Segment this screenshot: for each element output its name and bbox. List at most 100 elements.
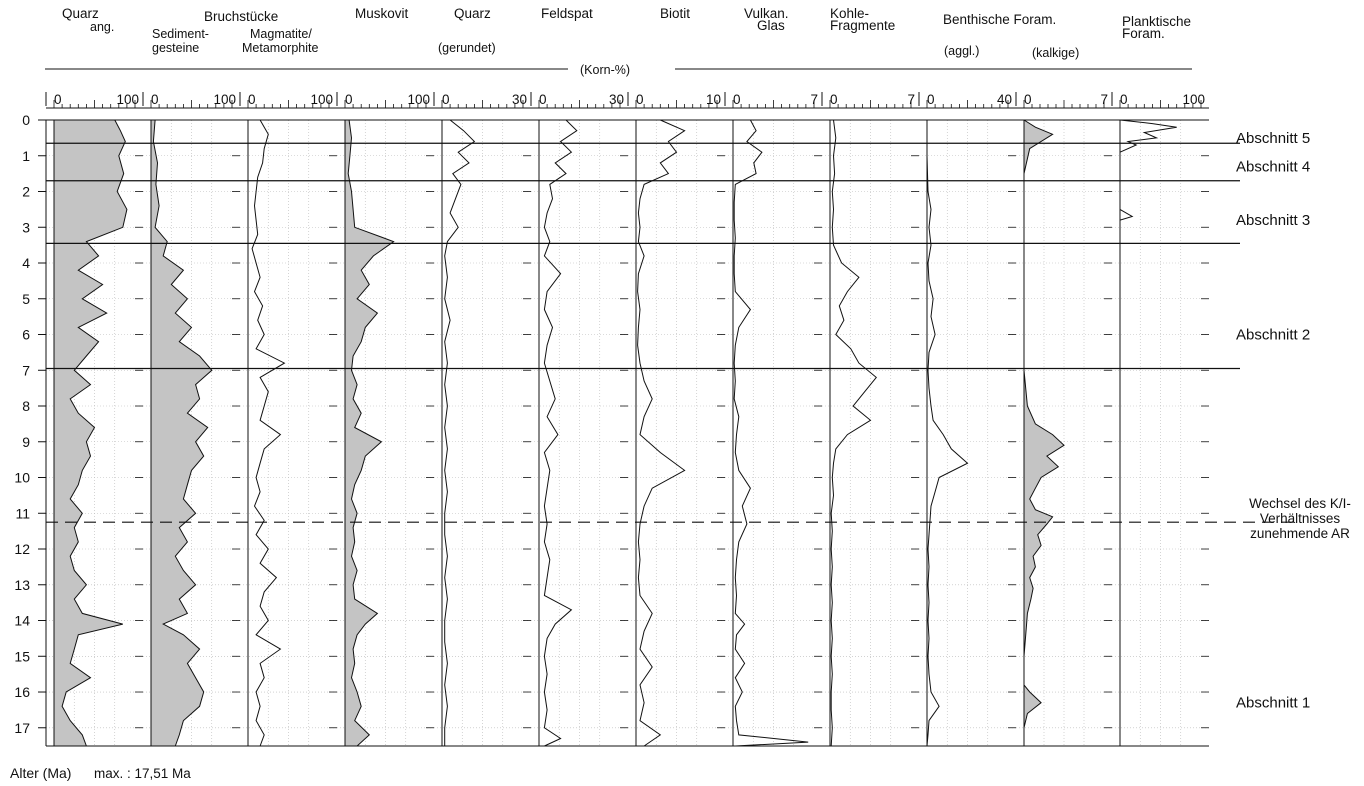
header-quarz_ang-title: Quarz xyxy=(62,6,99,21)
series-line-kohle xyxy=(830,119,878,747)
header-feldspat-title: Feldspat xyxy=(541,6,593,21)
y-tick-label: 0 xyxy=(22,112,30,128)
series-line-planktische xyxy=(1119,119,1177,746)
header-quarz_gerundet-title2: (gerundet) xyxy=(438,41,496,55)
top-ticks-muskovit xyxy=(337,100,434,109)
group-label-benthische: Benthische Foram. xyxy=(943,12,1056,27)
tick-label-max-magmatite: 100 xyxy=(310,92,333,107)
tick-label-min-quarz_ang: 0 xyxy=(54,92,62,107)
tick-label-min-feldspat: 0 xyxy=(539,92,547,107)
top-ticks-quarz_ang xyxy=(46,100,143,109)
series-line-feldspat xyxy=(543,119,578,747)
top-ticks-quarz_gerundet xyxy=(434,100,531,109)
header-magmatite-title: Magmatite/ xyxy=(250,27,312,41)
section-label: Abschnitt 2 xyxy=(1236,327,1310,344)
area-fill-quarz_ang xyxy=(54,120,127,746)
tick-label-min-benthische_kalkige: 0 xyxy=(1024,92,1032,107)
header-quarz_ang-title2: ang. xyxy=(90,20,114,34)
y-tick-label: 10 xyxy=(14,470,30,486)
series-line-quarz_ang xyxy=(61,119,128,747)
y-tick-label: 14 xyxy=(14,613,30,629)
tick-label-min-magmatite: 0 xyxy=(248,92,256,107)
tick-label-max-quarz_gerundet: 30 xyxy=(512,92,527,107)
grid-magmatite xyxy=(240,119,337,746)
tick-label-max-muskovit: 100 xyxy=(407,92,430,107)
section-label: Abschnitt 5 xyxy=(1236,130,1310,147)
tick-label-max-biotit: 10 xyxy=(706,92,721,107)
section-boundaries xyxy=(46,142,1300,523)
top-ticks-planktische xyxy=(1112,100,1209,109)
tick-label-max-benthische_kalkige: 7 xyxy=(1100,92,1108,107)
top-ticks-vulkan_glas xyxy=(725,100,822,109)
series-line-vulkan_glas xyxy=(733,119,809,747)
y-tick-label: 12 xyxy=(14,541,30,557)
grid-feldspat xyxy=(531,119,628,746)
header-biotit-title: Biotit xyxy=(660,6,690,21)
tick-label-max-feldspat: 30 xyxy=(609,92,624,107)
area-fill-muskovit xyxy=(345,120,394,746)
top-ticks-benthische_aggl xyxy=(919,100,1016,109)
panel-tick-labels: 0 100 0 100 0 100 0 100 0 30 0 30 0 10 0 7 0 7 0 40 0 7 0 100 xyxy=(45,92,1205,107)
series-line-quarz_gerundet xyxy=(444,119,476,746)
y-tick-label: 7 xyxy=(22,362,30,378)
series-line-magmatite xyxy=(251,119,286,747)
unit-label: (Korn-%) xyxy=(580,63,630,77)
top-ticks-kohle xyxy=(822,100,919,109)
top-ticks-sedimentgesteine xyxy=(143,100,240,109)
tick-label-min-benthische_aggl: 0 xyxy=(927,92,935,107)
y-tick-label: 1 xyxy=(22,148,30,164)
tick-label-min-sedimentgesteine: 0 xyxy=(151,92,159,107)
y-tick-label: 15 xyxy=(14,648,30,664)
tick-label-max-quarz_ang: 100 xyxy=(116,92,139,107)
y-tick-label: 5 xyxy=(22,291,30,307)
tick-label-min-quarz_gerundet: 0 xyxy=(442,92,450,107)
group-label-bruchstuecke: Bruchstücke xyxy=(204,9,278,24)
y-tick-label: 11 xyxy=(15,505,30,521)
header-sedimentgesteine-title: Sediment- xyxy=(152,27,209,41)
tick-label-min-muskovit: 0 xyxy=(345,92,353,107)
max-age-label: max. : 17,51 Ma xyxy=(94,766,191,781)
y-tick-label: 8 xyxy=(22,398,30,414)
grid-quarz_gerundet xyxy=(434,119,531,746)
annotation-line: Wechsel des K/I- xyxy=(1249,496,1351,511)
y-tick-label: 9 xyxy=(22,434,30,450)
header-muskovit-title: Muskovit xyxy=(355,6,409,21)
header-quarz_gerundet-title: Quarz xyxy=(454,6,491,21)
y-tick-label: 17 xyxy=(14,720,30,736)
series-line-benthische_aggl xyxy=(926,120,969,747)
header-sedimentgesteine-title2: gesteine xyxy=(152,41,199,55)
area-fill-sedimentgesteine xyxy=(151,120,212,746)
grid-biotit xyxy=(628,119,725,746)
tick-label-max-sedimentgesteine: 100 xyxy=(213,92,236,107)
top-ticks-biotit xyxy=(628,100,725,109)
header-planktische-title2: Foram. xyxy=(1122,26,1165,41)
grid-benthische_aggl xyxy=(919,119,1016,746)
series-line-sedimentgesteine xyxy=(152,119,213,747)
y-axis-label: Alter (Ma) xyxy=(10,765,71,781)
section-label: Abschnitt 3 xyxy=(1236,212,1310,229)
tick-label-max-planktische: 100 xyxy=(1182,92,1205,107)
y-tick-label: 2 xyxy=(22,184,30,200)
y-tick-label: 3 xyxy=(22,219,30,235)
section-labels: Abschnitt 5 Abschnitt 4 Abschnitt 3 Abschni… xyxy=(1236,130,1310,712)
header-kohle-title: Kohle- xyxy=(830,6,869,21)
tick-label-min-kohle: 0 xyxy=(830,92,838,107)
grid-vulkan_glas xyxy=(725,119,822,746)
tick-label-max-kohle: 7 xyxy=(907,92,915,107)
tick-label-min-vulkan_glas: 0 xyxy=(733,92,741,107)
header-magmatite-title2: Metamorphite xyxy=(242,41,318,55)
tick-label-max-vulkan_glas: 7 xyxy=(810,92,818,107)
section-label: Abschnitt 1 xyxy=(1236,695,1310,712)
header-kohle-title2: Fragmente xyxy=(830,18,895,33)
header-vulkan_glas-title: Vulkan. xyxy=(744,6,789,21)
tick-label-min-biotit: 0 xyxy=(636,92,644,107)
series-line-biotit xyxy=(637,119,686,747)
section-label: Abschnitt 4 xyxy=(1236,158,1310,175)
ratio-change-annotation: Wechsel des K/I-Verhältnisseszunehmende … xyxy=(1249,496,1351,541)
y-tick-label: 13 xyxy=(14,577,30,593)
grid-kohle xyxy=(822,119,919,746)
y-tick-label: 16 xyxy=(14,684,30,700)
